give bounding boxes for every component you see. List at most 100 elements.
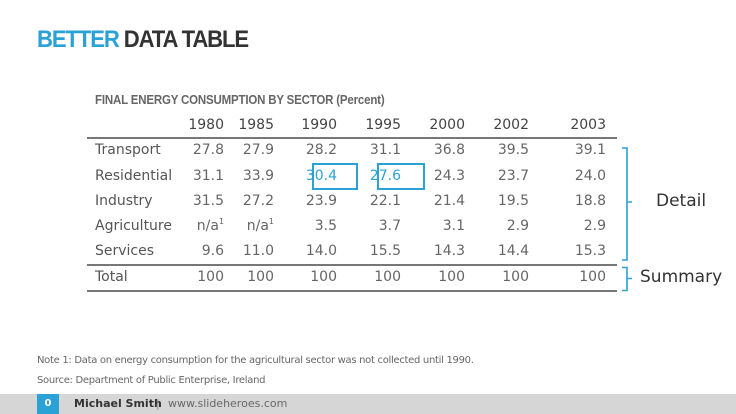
table-cell: 24.0 (575, 168, 606, 184)
cell-value: 23.7 (497, 167, 529, 184)
cell-value: 100 (197, 268, 224, 285)
column-header: 2000 (429, 117, 465, 133)
table-cell: 27.8 (193, 142, 224, 158)
table-caption: FINAL ENERGY CONSUMPTION BY SECTOR (Perc… (95, 93, 385, 107)
cell-value: 14.3 (433, 243, 465, 260)
cell-value: 100 (438, 268, 465, 285)
row-label: Industry (95, 192, 153, 209)
total-top-rule (87, 264, 617, 266)
row-label: Residential (95, 167, 173, 184)
table-cell: 31.1 (370, 142, 401, 158)
table-cell: 100 (197, 269, 224, 285)
footnote-marker: 1 (268, 217, 274, 227)
summary-brace-icon (622, 266, 632, 292)
table-cell: 100 (374, 269, 401, 285)
cell-value: 21.4 (433, 192, 465, 209)
cell-value: 31.1 (369, 142, 401, 159)
table-cell: 100 (310, 269, 337, 285)
footer-website[interactable]: www.slideheroes.com (168, 397, 288, 410)
row-label: Services (95, 243, 155, 260)
table-cell: 21.4 (434, 193, 465, 209)
row-label: Total (95, 268, 128, 285)
title-accent: BETTER (37, 26, 120, 53)
cell-value: 15.3 (574, 243, 606, 260)
cell-value: 3.5 (314, 218, 337, 235)
cell-value: n/a (246, 218, 269, 235)
cell-value: 28.2 (305, 142, 337, 159)
table-row: Agriculture n/a1 n/a1 3.5 3.7 3.1 2.9 2.9 (87, 214, 617, 239)
table-cell: 100 (247, 269, 274, 285)
table-cell: 39.5 (498, 142, 529, 158)
column-header: 1980 (188, 117, 224, 133)
detail-brace-icon (622, 147, 632, 261)
slide-title: BETTER DATA TABLE (37, 26, 249, 54)
table-row: Industry 31.5 27.2 23.9 22.1 21.4 19.5 18.8 (87, 189, 617, 214)
column-header: 2003 (570, 117, 606, 133)
cell-value: 23.9 (305, 192, 337, 209)
source-note: Source: Department of Public Enterprise,… (37, 375, 266, 386)
column-header: 1990 (301, 117, 337, 133)
cell-value: 3.1 (442, 218, 465, 235)
cell-value: 100 (579, 268, 606, 285)
cell-value: 14.4 (497, 243, 529, 260)
table-cell: 14.0 (306, 243, 337, 259)
table-cell: 14.3 (434, 243, 465, 259)
cell-value: 100 (374, 268, 401, 285)
table-cell: 9.6 (202, 243, 224, 259)
table-cell: 19.5 (498, 193, 529, 209)
table-header-row: 1980 1985 1990 1995 2000 2002 2003 (87, 113, 617, 138)
table-cell: 31.1 (193, 168, 224, 184)
footer-bar (0, 394, 736, 414)
cell-value: 24.3 (433, 167, 465, 184)
table-cell: 100 (502, 269, 529, 285)
cell-value: 2.9 (583, 218, 606, 235)
cell-value: 24.0 (574, 167, 606, 184)
cell-value: 39.5 (497, 142, 529, 159)
column-header: 1985 (238, 117, 274, 133)
cell-value: 15.5 (369, 243, 401, 260)
cell-value: 100 (502, 268, 529, 285)
cell-value: 31.1 (192, 167, 224, 184)
table-cell: 23.9 (306, 193, 337, 209)
table-cell: 3.1 (443, 218, 465, 234)
table-cell: 28.2 (306, 142, 337, 158)
cell-value: 19.5 (497, 192, 529, 209)
row-label: Agriculture (95, 218, 172, 235)
table-cell: n/a1 (196, 217, 224, 235)
cell-value: 9.6 (201, 243, 224, 260)
cell-value: 27.8 (192, 142, 224, 159)
table-row: Transport 27.8 27.9 28.2 31.1 36.8 39.5 39.1 (87, 138, 617, 163)
cell-value: 22.1 (369, 192, 401, 209)
table-cell: 24.3 (434, 168, 465, 184)
cell-value: n/a (196, 218, 219, 235)
table-cell: 33.9 (243, 168, 274, 184)
table-cell: 100 (579, 269, 606, 285)
table-cell: 2.9 (584, 218, 606, 234)
cell-value: 33.9 (242, 167, 274, 184)
cell-value: 27.2 (242, 192, 274, 209)
footer-separator: | (156, 397, 160, 410)
table-cell: 22.1 (370, 193, 401, 209)
cell-value: 39.1 (574, 142, 606, 159)
total-bottom-rule (87, 290, 617, 292)
table-cell: 15.5 (370, 243, 401, 259)
cell-value: 100 (247, 268, 274, 285)
cell-value: 100 (310, 268, 337, 285)
total-row: Total 100 100 100 100 100 100 100 (87, 265, 617, 290)
table-cell: n/a1 (246, 217, 274, 235)
header-rule (87, 137, 617, 139)
highlight-box-residential-1995 (377, 163, 425, 190)
table-cell: 3.7 (379, 218, 401, 234)
footnote: Note 1: Data on energy consumption for t… (37, 355, 474, 366)
table-cell: 14.4 (498, 243, 529, 259)
title-rest: DATA TABLE (123, 26, 249, 53)
table-cell: 31.5 (193, 193, 224, 209)
cell-value: 31.5 (192, 192, 224, 209)
highlight-box-residential-1990 (312, 163, 358, 190)
table-cell: 2.9 (507, 218, 529, 234)
table-cell: 11.0 (243, 243, 274, 259)
table-cell: 18.8 (575, 193, 606, 209)
cell-value: 36.8 (433, 142, 465, 159)
table-cell: 100 (438, 269, 465, 285)
column-header: 1995 (365, 117, 401, 133)
